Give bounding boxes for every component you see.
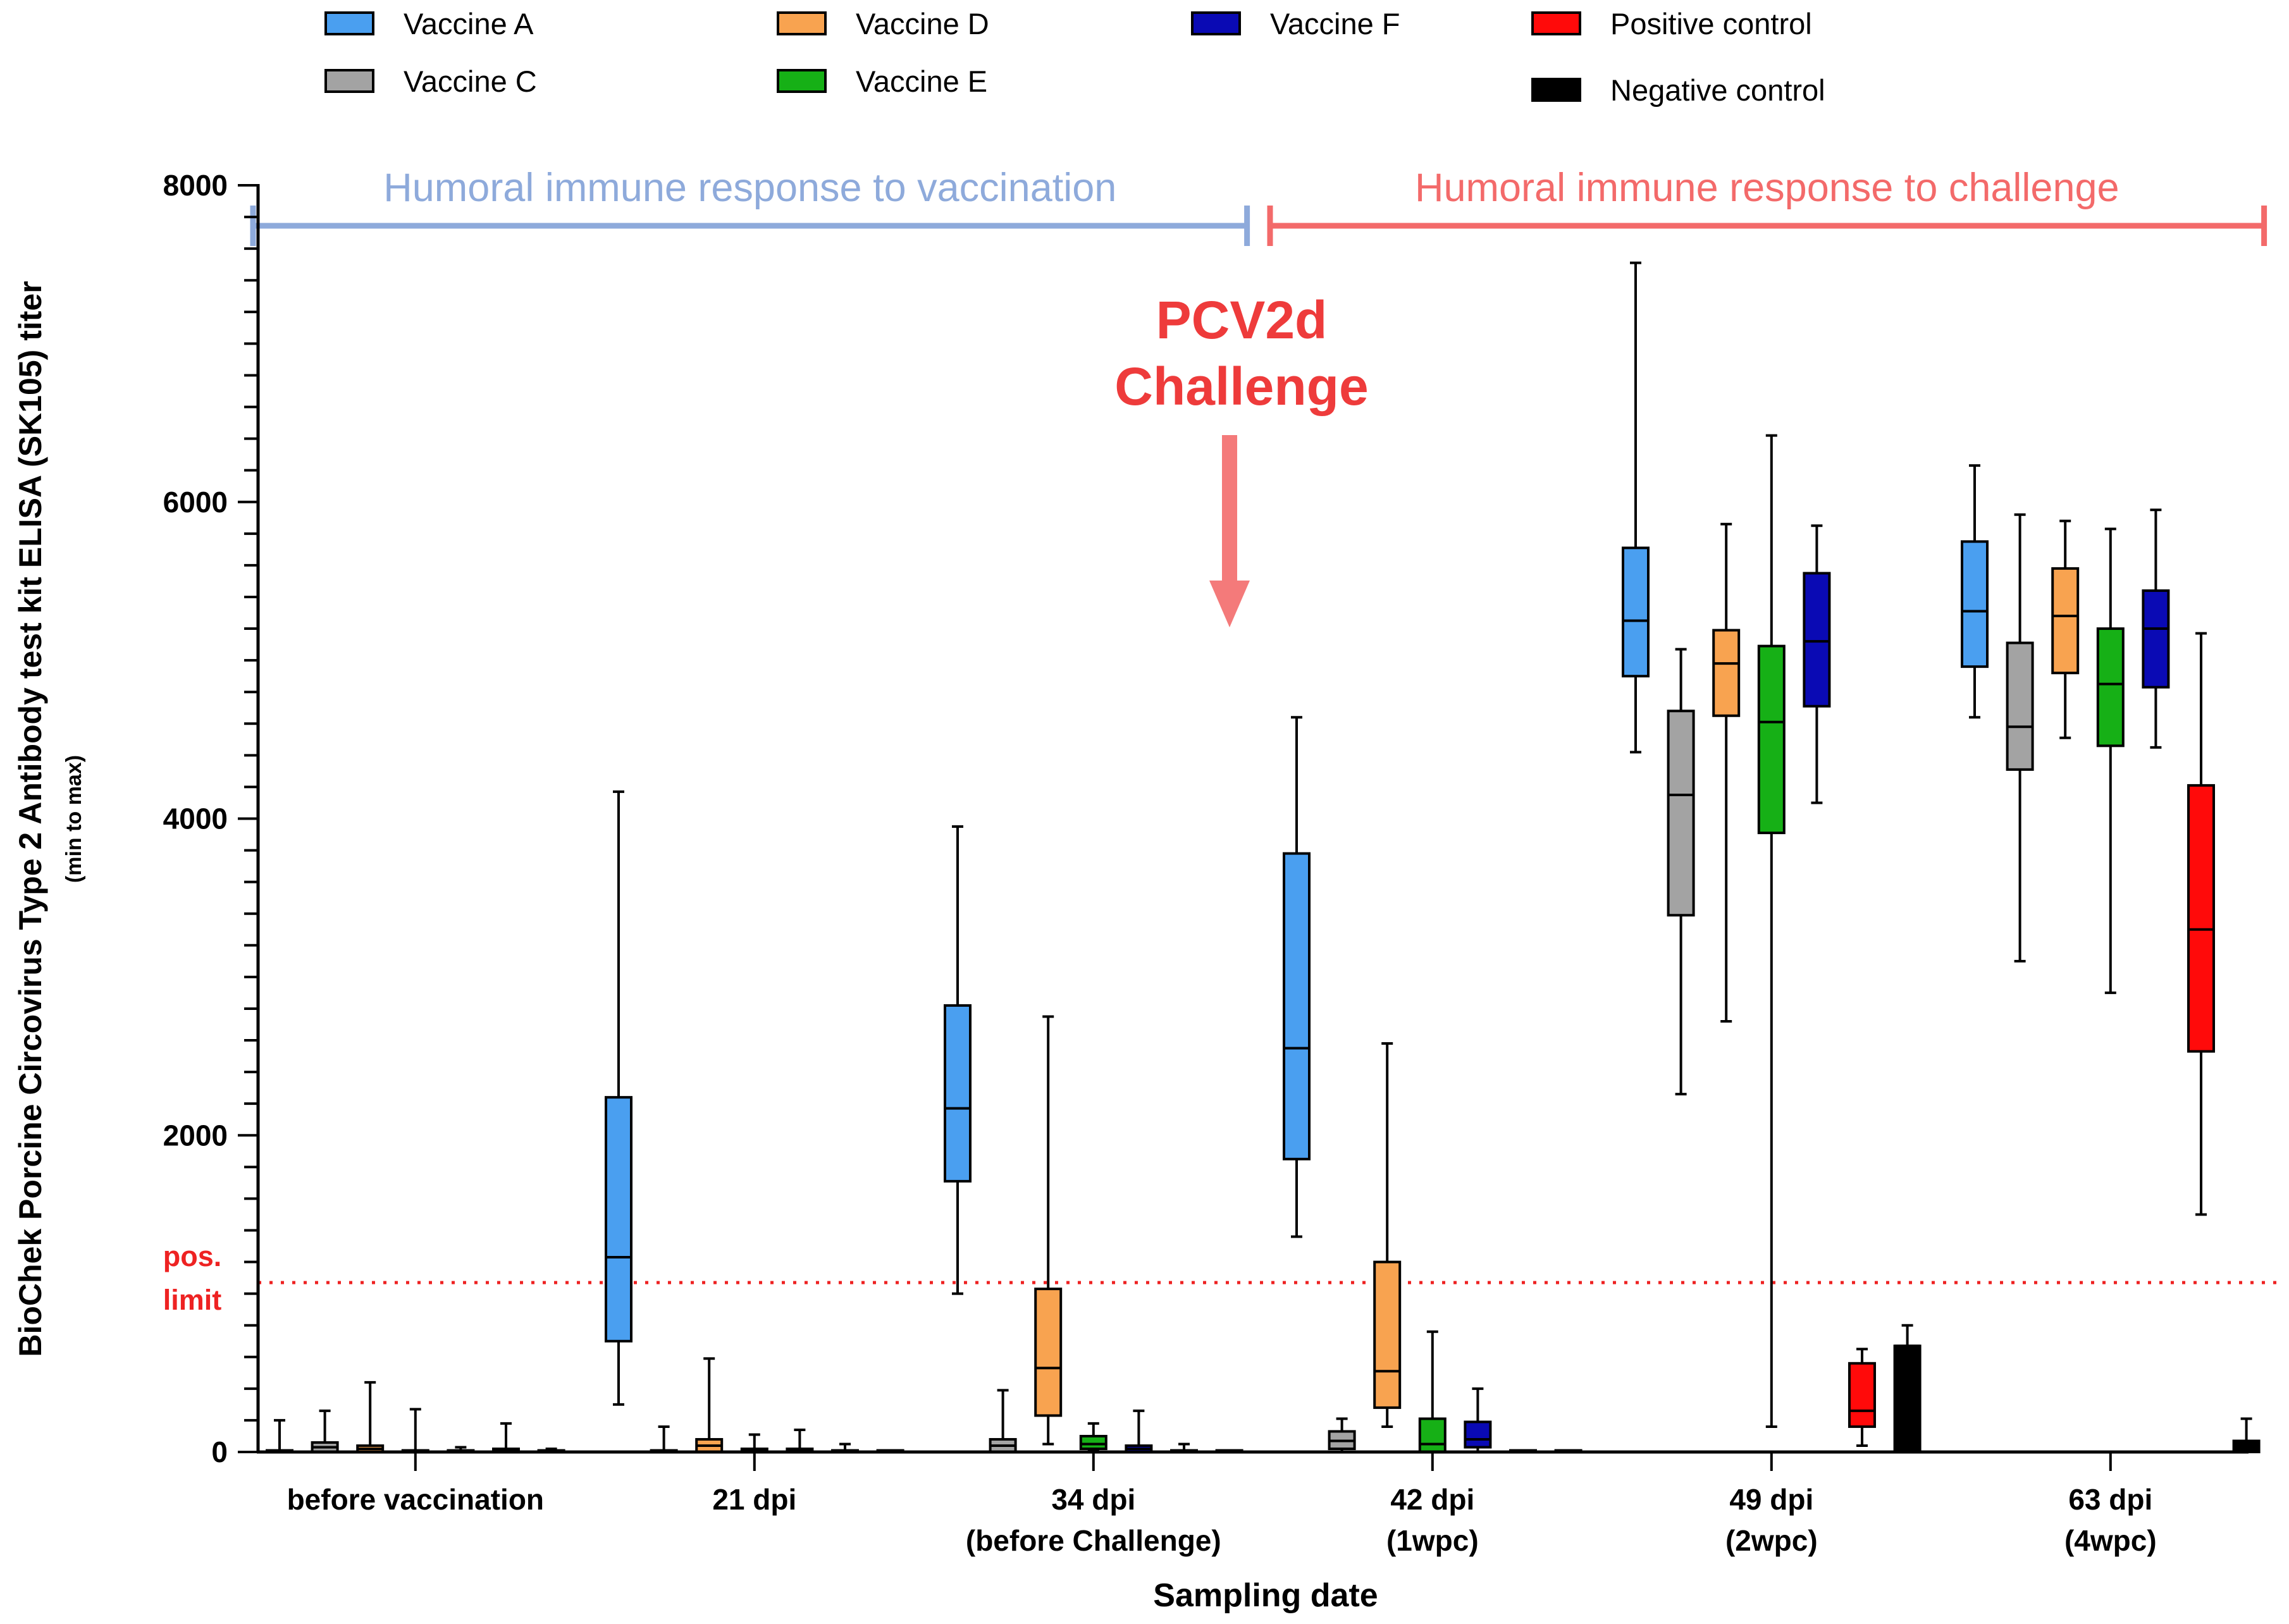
axes: 0 2000 4000 6000 8000 before vaccination 21 dp… [13,169,2249,1614]
annotations: Humoral immune response to vaccination Hu… [250,166,2267,627]
box-body [1803,572,1831,708]
challenge-arrow-head [1209,581,1250,627]
box-6-5 [2232,1417,2261,1453]
x-tick-label-sub: (before Challenge) [966,1524,1221,1557]
legend-label: Vaccine A [404,7,534,40]
x-tick-label-sub: (4wpc) [2064,1524,2157,1557]
box-0-4 [1622,261,1650,754]
box-body [1667,710,1695,917]
box-2-2 [1034,1015,1063,1446]
box-body [1961,540,1989,668]
box-body [1373,1260,1402,1409]
box-0-1 [605,790,632,1406]
box-body [1418,1417,1447,1453]
y-axis-label: BioChek Porcine Circovirus Type 2 Antibo… [13,281,48,1356]
legend-label: Positive control [1610,7,1812,40]
legend-swatch [324,11,374,35]
legend-swatch [1531,78,1581,102]
vaccination-bracket: Humoral immune response to vaccination [250,166,1250,246]
y-tick-label: 6000 [163,486,228,519]
legend-swatch [777,69,827,93]
x-tick-label: 42 dpi [1390,1483,1474,1516]
legend-item: Vaccine E [777,65,987,98]
x-tick-label: 63 dpi [2068,1483,2152,1516]
box-2-5 [2051,519,2080,739]
legend-item: Negative control [1531,73,1825,107]
box-1-4 [1667,648,1695,1096]
y-axis-sublabel: (min to max) [62,755,86,883]
box-body [2142,589,2170,689]
legend-label: Vaccine E [856,65,987,98]
boxes [266,261,2261,1454]
box-body [1283,852,1311,1160]
legend: Vaccine A Vaccine C Vaccine D Vaccine E Vacc… [324,7,1825,107]
challenge-arrow-shaft [1222,435,1237,582]
vaccination-bracket-label: Humoral immune response to vaccination [383,166,1116,210]
legend-swatch [1191,11,1241,35]
y-tick-label: 4000 [163,803,228,835]
box-0-2 [944,825,972,1295]
legend-label: Vaccine C [404,65,537,98]
x-tick-label: 34 dpi [1051,1483,1135,1516]
challenge-bracket: Humoral immune response to challenge [1267,166,2267,246]
box-4-5 [2142,508,2170,749]
legend-swatch [1531,11,1581,35]
box-5-4 [1848,1348,1876,1447]
box-body [1079,1434,1107,1450]
box-5-5 [2187,632,2215,1216]
box-3-2 [1079,1422,1107,1452]
box-1-5 [2006,513,2034,963]
box-body [2232,1439,2261,1453]
challenge-label: Challenge [1114,357,1368,416]
pos-limit-label: pos. [163,1240,222,1272]
box-body [2096,627,2125,747]
challenge-label: PCV2d [1156,290,1328,350]
legend-item: Vaccine D [777,7,989,40]
box-3-4 [1757,434,1786,1428]
x-tick-label: 49 dpi [1729,1483,1813,1516]
pos-limit-label: limit [163,1284,222,1316]
y-tick-label: 8000 [163,169,228,202]
box-body [605,1096,632,1343]
box-2-3 [1373,1042,1402,1428]
x-tick-label-sub: (1wpc) [1386,1524,1479,1557]
box-body [944,1004,972,1183]
box-2-4 [1712,522,1741,1023]
legend-item: Vaccine C [324,65,537,98]
legend-item: Positive control [1531,7,1812,40]
box-3-5 [2096,527,2125,994]
legend-label: Vaccine D [856,7,989,40]
box-body [1464,1420,1492,1449]
legend-label: Negative control [1610,73,1825,107]
challenge-bracket-label: Humoral immune response to challenge [1415,166,2119,210]
box-0-5 [1961,464,1989,719]
y-tick-label: 2000 [163,1119,228,1152]
x-tick-label: 21 dpi [712,1483,796,1516]
x-axis-label: Sampling date [1153,1577,1378,1614]
box-body [2051,567,2080,675]
challenge-arrow-group: PCV2d Challenge [1114,290,1369,627]
pos-limit: pos. limit [163,1240,2277,1316]
legend-item: Vaccine F [1191,7,1400,40]
x-tick-label-sub: (2wpc) [1725,1524,1818,1557]
y-tick-label: 0 [211,1436,228,1468]
box-4-4 [1803,524,1831,804]
box-0-3 [1283,716,1311,1238]
box-body [1712,629,1741,717]
legend-item: Vaccine A [324,7,534,40]
box-body [1622,546,1650,678]
box-body [1757,644,1786,835]
x-tick-label: before vaccination [287,1483,544,1516]
legend-swatch [324,69,374,93]
legend-label: Vaccine F [1270,7,1400,40]
box-body [2187,784,2215,1053]
box-body [1893,1344,1922,1454]
box-body [2006,641,2034,771]
box-body [1034,1288,1063,1417]
box-body [1848,1362,1876,1428]
legend-swatch [777,11,827,35]
